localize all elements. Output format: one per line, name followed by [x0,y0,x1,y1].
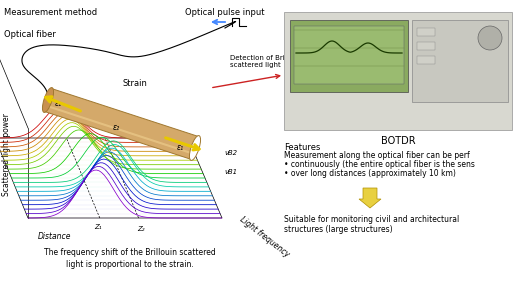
FancyBboxPatch shape [290,20,408,92]
Text: The frequency shift of the Brillouin scattered
light is proportional to the stra: The frequency shift of the Brillouin sca… [44,248,216,269]
Text: • over long distances (approximately 10 km): • over long distances (approximately 10 … [284,169,456,178]
Text: Measurement method: Measurement method [4,8,97,17]
FancyBboxPatch shape [412,20,508,102]
Text: Optical pulse input: Optical pulse input [185,8,265,17]
Text: Light frequency: Light frequency [238,215,291,259]
Text: Distance: Distance [38,232,72,241]
FancyArrow shape [359,188,381,208]
Text: BOTDR: BOTDR [381,136,415,146]
Text: ε₁: ε₁ [176,143,184,151]
Text: Scattered light power: Scattered light power [3,113,11,196]
Text: • continuously (the entire optical fiber is the sens: • continuously (the entire optical fiber… [284,160,475,169]
FancyBboxPatch shape [417,28,435,36]
Text: Z₁: Z₁ [94,224,102,230]
Text: Detection of Brillouin
scattered light: Detection of Brillouin scattered light [230,55,304,68]
Text: Suitable for monitoring civil and architectural
structures (large structures): Suitable for monitoring civil and archit… [284,215,459,234]
Text: Features: Features [284,143,320,152]
Polygon shape [44,89,199,159]
Ellipse shape [189,136,200,160]
Text: Measurement along the optical fiber can be perf: Measurement along the optical fiber can … [284,151,470,160]
Text: νB2: νB2 [224,150,237,156]
Text: ε₁: ε₁ [54,99,62,109]
FancyBboxPatch shape [417,56,435,64]
Text: Z₂: Z₂ [137,226,144,232]
Text: Strain: Strain [122,79,147,88]
Circle shape [478,26,502,50]
Text: νB1: νB1 [224,169,237,175]
Text: ε₂: ε₂ [113,122,119,132]
FancyBboxPatch shape [294,26,404,84]
Ellipse shape [43,88,53,112]
Text: Optical fiber: Optical fiber [4,30,56,39]
FancyBboxPatch shape [417,42,435,50]
FancyBboxPatch shape [284,12,512,130]
